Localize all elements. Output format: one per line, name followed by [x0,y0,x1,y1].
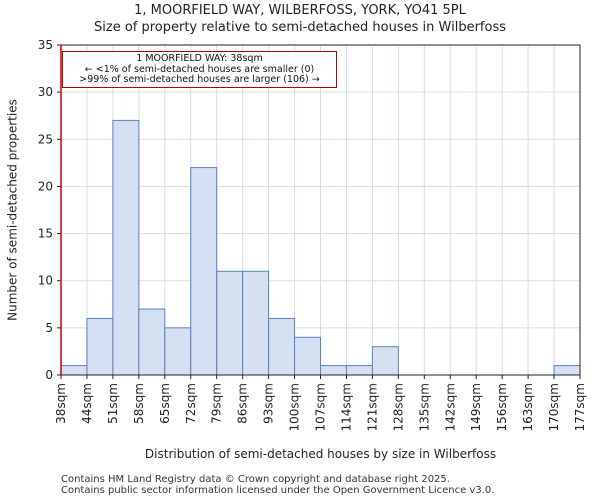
x-tick-label: 100sqm [288,383,302,431]
y-axis-label: Number of semi-detached properties [6,99,20,321]
x-tick-label: 156sqm [495,383,509,431]
x-axis-label: Distribution of semi-detached houses by … [145,447,496,461]
x-tick-label: 79sqm [210,383,224,424]
histogram-bar [190,167,218,376]
histogram-bar [86,317,114,376]
x-tick-label: 142sqm [443,383,457,431]
y-tick-label: 20 [38,179,53,193]
histogram-bar [320,365,347,376]
property-annotation-box: 1 MOORFIELD WAY: 38sqm ← <1% of semi-det… [62,51,337,88]
histogram-bar [553,365,581,376]
bars [60,119,581,376]
x-tick-label: 135sqm [417,383,431,431]
footer-credit-line2: Contains public sector information licen… [61,485,495,496]
histogram-bar [242,270,270,376]
x-tick-label: 107sqm [314,383,328,431]
x-tick-label: 128sqm [391,383,405,431]
x-tick-label: 163sqm [521,383,535,431]
chart-title-line2: Size of property relative to semi-detach… [94,20,506,35]
histogram-bar [294,336,321,376]
y-tick-label: 10 [38,274,53,288]
chart-title-line1: 1, MOORFIELD WAY, WILBERFOSS, YORK, YO41… [134,3,466,18]
x-tick-label: 72sqm [184,383,198,424]
x-tick-label: 58sqm [132,383,146,424]
histogram-bar [60,365,88,376]
x-axis-ticks: 38sqm 44sqm 51sqm 58sqm 65sqm 72sqm 79sqm 86sqm… [54,375,587,431]
y-axis-ticks: 0 5 10 15 20 25 30 35 [38,38,61,382]
histogram-bar [164,327,192,376]
y-tick-label: 0 [45,368,53,382]
x-tick-label: 38sqm [54,383,68,424]
footer-credit-line1: Contains HM Land Registry data © Crown c… [61,474,450,485]
y-tick-label: 35 [38,38,53,52]
x-tick-label: 114sqm [339,383,353,431]
y-tick-label: 30 [38,85,53,99]
x-tick-label: 93sqm [262,383,276,424]
histogram-bar [345,365,373,376]
histogram-bar [216,270,244,376]
x-tick-label: 44sqm [80,383,94,424]
y-tick-label: 15 [38,227,53,241]
annotation-line1: 1 MOORFIELD WAY: 38sqm [136,53,263,64]
histogram-bar [112,119,140,376]
x-tick-label: 177sqm [573,383,587,431]
x-tick-label: 65sqm [158,383,172,424]
x-tick-label: 170sqm [547,383,561,431]
x-tick-label: 121sqm [365,383,379,431]
x-tick-label: 51sqm [106,383,120,424]
x-tick-label: 86sqm [236,383,250,424]
histogram-bar [268,317,296,376]
y-tick-label: 5 [45,321,53,335]
annotation-line2: ← <1% of semi-detached houses are smalle… [84,63,315,75]
annotation-line3: >99% of semi-detached houses are larger … [79,74,320,85]
x-tick-label: 149sqm [469,383,483,431]
histogram-bar [371,346,399,376]
histogram-bar [138,308,166,376]
y-tick-label: 25 [38,132,53,146]
